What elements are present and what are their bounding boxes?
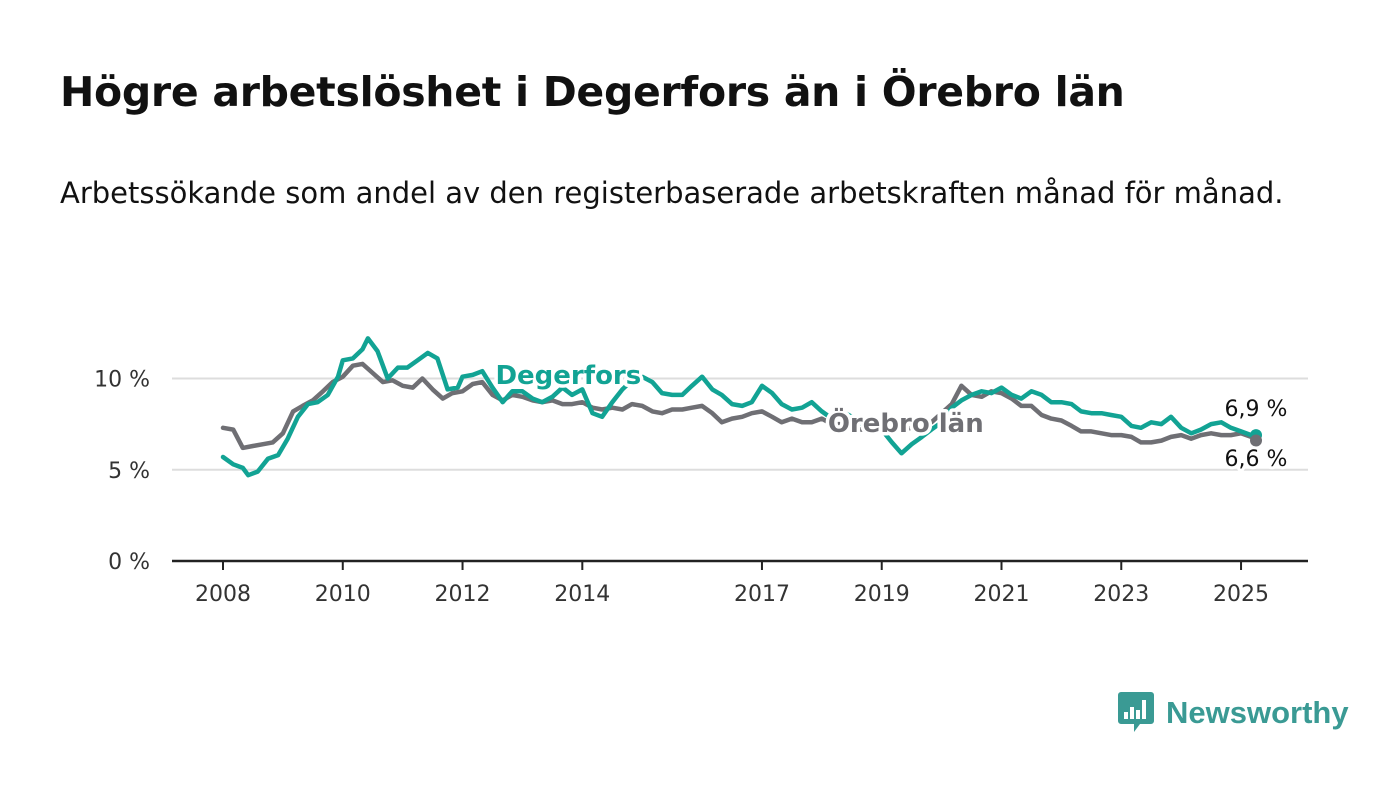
end-value-label-degerfors-halo: 6,9 % [1225, 397, 1288, 422]
brand-name: Newsworthy [1166, 695, 1349, 730]
y-tick-label: 0 % [108, 550, 150, 575]
series-label-degerfors-halo: Degerfors [495, 361, 641, 391]
chart-title: Högre arbetslöshet i Degerfors än i Öreb… [60, 68, 1125, 116]
x-tick-label: 2014 [554, 582, 610, 607]
end-value-label-orebro-halo: 6,6 % [1225, 447, 1288, 472]
newsworthy-bar-chart-icon [1118, 692, 1154, 732]
x-tick-label: 2008 [195, 582, 251, 607]
x-tick-label: 2017 [734, 582, 790, 607]
newsworthy-logo: Newsworthy [1118, 690, 1349, 736]
end-marker-orebro [1250, 434, 1263, 447]
x-tick-label: 2019 [854, 582, 910, 607]
x-tick-label: 2012 [435, 582, 491, 607]
y-tick-label: 10 % [94, 368, 150, 393]
end-value-label-degerfors: 6,9 % [1225, 397, 1288, 422]
series-line-orebro [220, 361, 1259, 451]
series-label-orebro-halo: Örebro län [828, 406, 984, 439]
series-label-degerfors: Degerfors [495, 361, 641, 391]
x-tick-label: 2025 [1213, 582, 1269, 607]
chart-subtitle: Arbetssökande som andel av den registerb… [60, 176, 1284, 210]
series-line-degerfors [220, 336, 1259, 478]
y-tick-label: 5 % [108, 459, 150, 484]
end-value-label-orebro: 6,6 % [1225, 447, 1288, 472]
x-tick-label: 2023 [1093, 582, 1149, 607]
x-tick-label: 2021 [974, 582, 1030, 607]
series-label-orebro: Örebro län [828, 406, 984, 439]
x-tick-label: 2010 [315, 582, 371, 607]
